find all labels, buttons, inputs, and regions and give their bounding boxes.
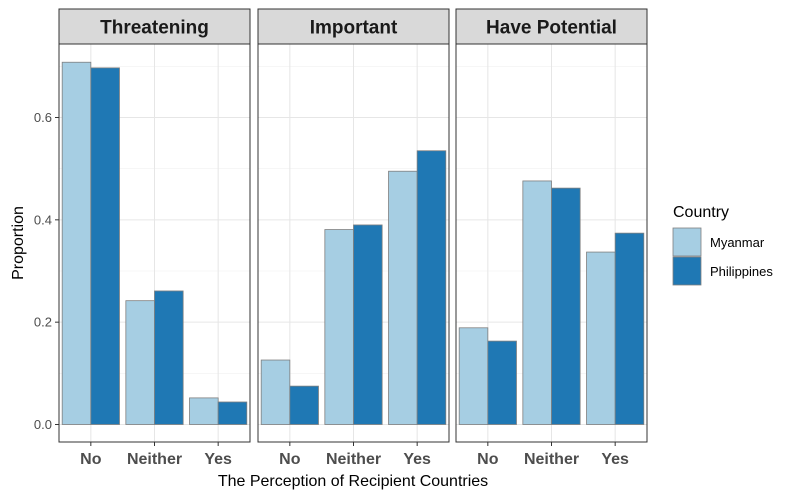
x-tick-label: Neither bbox=[326, 451, 381, 468]
legend-label: Myanmar bbox=[710, 235, 765, 250]
bar bbox=[289, 385, 319, 425]
x-tick-label: No bbox=[279, 451, 301, 468]
facet-title: Important bbox=[310, 18, 398, 39]
y-tick-label: 0.6 bbox=[34, 110, 52, 125]
facet-title: Have Potential bbox=[486, 18, 617, 39]
bar bbox=[614, 232, 645, 425]
bar bbox=[551, 187, 581, 425]
facet-strip bbox=[58, 8, 251, 45]
legend-title: Country bbox=[673, 204, 729, 221]
bar bbox=[522, 180, 552, 425]
x-tick-label: Neither bbox=[127, 451, 182, 468]
x-tick-label: Neither bbox=[524, 451, 579, 468]
bar bbox=[586, 251, 616, 425]
bar bbox=[324, 229, 354, 425]
bar bbox=[353, 224, 383, 425]
x-tick-label: Yes bbox=[601, 451, 629, 468]
legend-key bbox=[672, 256, 702, 286]
panel-border bbox=[58, 43, 251, 443]
y-tick-label: 0.2 bbox=[34, 315, 52, 330]
y-tick-label: 0.4 bbox=[34, 212, 52, 227]
panel-border bbox=[257, 43, 450, 443]
bar bbox=[487, 340, 517, 425]
y-tick-label: 0.0 bbox=[34, 417, 52, 432]
x-tick-label: Yes bbox=[403, 451, 431, 468]
x-tick-label: No bbox=[80, 451, 102, 468]
bar bbox=[61, 61, 92, 425]
legend-label: Philippines bbox=[710, 264, 773, 279]
bar bbox=[154, 290, 184, 425]
bar bbox=[260, 359, 291, 425]
bar bbox=[388, 170, 418, 425]
facet-strip bbox=[455, 8, 648, 45]
x-axis-title: The Perception of Recipient Countries bbox=[218, 473, 488, 490]
y-axis-title: Proportion bbox=[10, 206, 27, 280]
bar bbox=[458, 327, 489, 425]
legend: Country Myanmar Philippines bbox=[672, 204, 773, 286]
bar bbox=[189, 397, 219, 425]
bar bbox=[125, 300, 155, 425]
facet-strip bbox=[257, 8, 450, 45]
facet-title: Threatening bbox=[100, 18, 209, 39]
panel-border bbox=[455, 43, 648, 443]
bar bbox=[90, 67, 120, 425]
bar bbox=[217, 401, 248, 425]
legend-key bbox=[672, 227, 702, 257]
bar bbox=[416, 150, 447, 425]
x-tick-label: Yes bbox=[204, 451, 232, 468]
x-tick-label: No bbox=[477, 451, 499, 468]
